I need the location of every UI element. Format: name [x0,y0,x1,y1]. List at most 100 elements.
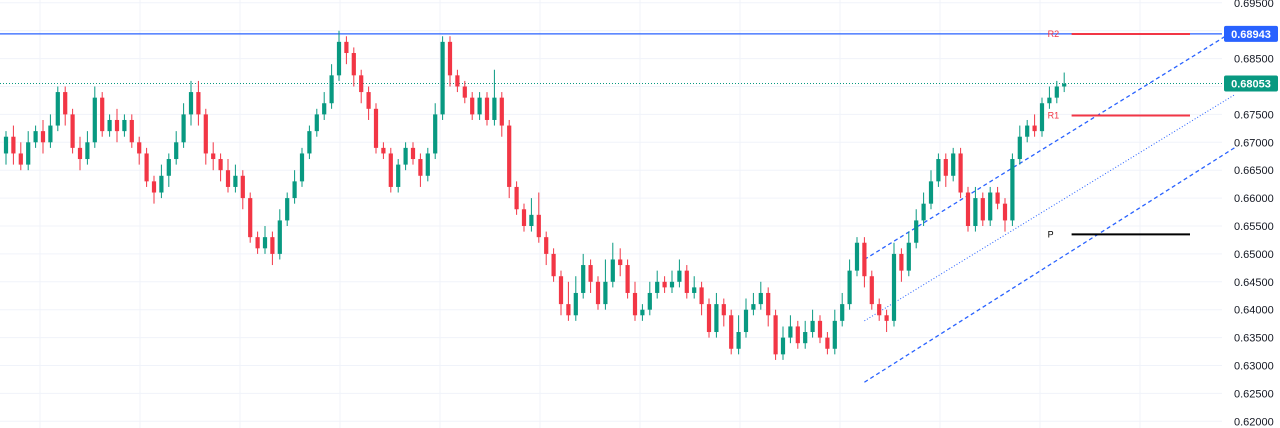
y-tick-label: 0.69500 [1234,0,1274,10]
candle-body [381,147,386,154]
candle-body [77,147,83,160]
candle-body [277,220,282,254]
candle-body [70,114,75,148]
candle-body [906,242,911,271]
candle-body [262,237,268,249]
candle-body [699,287,704,305]
candle-body [26,142,31,165]
candle-body [632,292,638,316]
level-r2-label: R2 [1048,29,1060,39]
candle-body [100,97,105,132]
candle-body [1047,97,1052,104]
candle-body [188,92,194,115]
candle-body [3,136,9,154]
candle-body [817,320,823,338]
candle-body [684,270,689,293]
candle-body [174,142,179,160]
candle-body [529,214,534,226]
candle-body [11,136,16,154]
candle-body [595,281,601,305]
candle-body [958,153,963,193]
candle-body [854,242,860,271]
price-axis[interactable]: 0.695000.690000.685000.680000.675000.670… [1234,0,1274,428]
candle-body [766,292,771,316]
candle-body [336,41,342,76]
candle-body [780,337,786,355]
candle-body [899,253,904,271]
candle-body [122,119,127,132]
y-tick-label: 0.65500 [1234,221,1274,233]
candle-body [521,209,527,226]
candle-body [758,292,763,305]
candle-body [233,175,238,187]
y-tick-label: 0.65000 [1234,249,1274,261]
candle-body [914,220,919,243]
chart-grid [0,0,1222,428]
candle-body [847,270,852,305]
candle-body [877,304,882,316]
candle-body [588,265,593,282]
candle-body [677,270,682,282]
candle-body [299,153,305,182]
candle-body [55,92,60,126]
channel-lower-line[interactable] [864,147,1235,383]
candle-body [921,203,926,221]
price-badge [1224,25,1278,42]
candle-body [48,125,53,143]
candle-body [995,192,1000,204]
candle-body [403,147,408,165]
candle-body [773,315,778,355]
candle-body [388,153,393,187]
candle-body [544,237,549,254]
y-tick-label: 0.67000 [1234,137,1274,149]
candle-body [558,276,564,305]
candle-body [1010,159,1015,221]
candle-body [514,186,519,210]
y-tick-label: 0.66000 [1234,193,1274,205]
candle-body [721,304,726,316]
candle-body [211,153,216,160]
price-badges: 0.68943 0.68053 [1224,25,1278,92]
candle-body [462,86,467,98]
candle-body [603,281,608,305]
candle-body [1032,125,1037,132]
candle-body [492,97,497,120]
candle-body [203,114,208,154]
candle-body [706,304,712,333]
candle-body [166,159,171,176]
candle-body [869,276,874,305]
level-r1-label: R1 [1048,111,1060,121]
candle-body [1062,83,1067,87]
candle-body [618,259,623,266]
candle-body [507,125,512,187]
candle-body [40,131,46,143]
candle-body [92,97,97,143]
candle-body [832,320,837,349]
candle-body [63,92,68,115]
candle-body [159,175,164,193]
candle-body [751,304,756,310]
candle-body [610,259,615,282]
candle-body [410,147,416,160]
candle-body [625,265,630,293]
candle-body [662,281,667,288]
candle-body [225,170,231,187]
level-p-label: P [1048,229,1054,239]
candle-body [129,119,134,143]
candle-body [640,309,645,316]
candle-body [803,332,808,344]
channel-upper-line[interactable] [864,30,1235,261]
y-tick-label: 0.63500 [1234,333,1274,345]
candle-body [862,242,867,277]
pivot-levels: R2 R1 P [0,29,1222,239]
candlestick-series [3,30,1067,360]
candle-body [144,153,149,182]
candle-body [743,309,749,333]
y-tick-label: 0.62000 [1234,416,1274,428]
candle-body [980,198,985,221]
channel-middle-line[interactable] [864,94,1235,322]
candle-body [285,198,290,221]
y-tick-label: 0.62500 [1234,388,1274,400]
candle-body [455,75,460,87]
